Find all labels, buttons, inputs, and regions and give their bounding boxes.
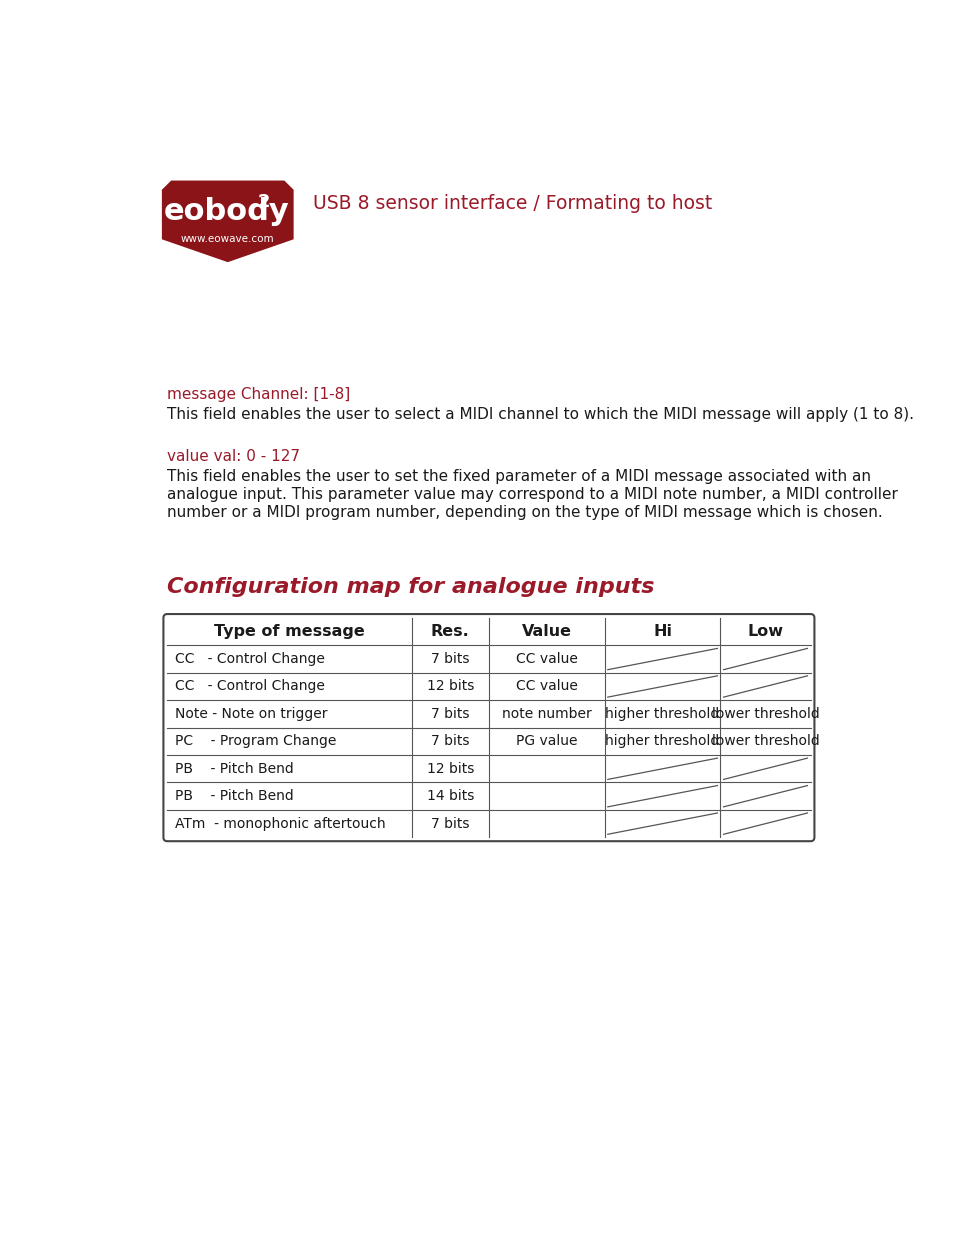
Text: CC   - Control Change: CC - Control Change xyxy=(174,652,325,666)
Text: lower threshold: lower threshold xyxy=(711,706,819,721)
Text: CC value: CC value xyxy=(516,679,578,694)
Text: Value: Value xyxy=(521,624,571,640)
Text: 12 bits: 12 bits xyxy=(426,679,474,694)
FancyBboxPatch shape xyxy=(163,614,814,841)
Text: 14 bits: 14 bits xyxy=(426,789,474,803)
Text: 12 bits: 12 bits xyxy=(426,762,474,776)
Text: 7 bits: 7 bits xyxy=(431,735,469,748)
Text: Hi: Hi xyxy=(653,624,672,640)
Text: lower threshold: lower threshold xyxy=(711,735,819,748)
Text: higher threshold: higher threshold xyxy=(605,706,719,721)
Text: This field enables the user to select a MIDI channel to which the MIDI message w: This field enables the user to select a … xyxy=(167,406,913,422)
Text: Res.: Res. xyxy=(431,624,469,640)
Text: Low: Low xyxy=(747,624,782,640)
Text: message Channel: [1-8]: message Channel: [1-8] xyxy=(167,387,350,401)
Text: higher threshold: higher threshold xyxy=(605,735,719,748)
Text: number or a MIDI program number, depending on the type of MIDI message which is : number or a MIDI program number, dependi… xyxy=(167,505,882,520)
Text: ATm  - monophonic aftertouch: ATm - monophonic aftertouch xyxy=(174,816,385,831)
Text: USB 8 sensor interface / Formating to host: USB 8 sensor interface / Formating to ho… xyxy=(313,194,712,214)
Text: PG value: PG value xyxy=(516,735,577,748)
Text: note number: note number xyxy=(501,706,591,721)
Text: CC value: CC value xyxy=(516,652,578,666)
Text: value val: 0 - 127: value val: 0 - 127 xyxy=(167,450,300,464)
Text: Configuration map for analogue inputs: Configuration map for analogue inputs xyxy=(167,577,654,597)
Text: 7 bits: 7 bits xyxy=(431,816,469,831)
Text: PB    - Pitch Bend: PB - Pitch Bend xyxy=(174,762,294,776)
Text: eobody: eobody xyxy=(163,198,289,226)
Text: PC    - Program Change: PC - Program Change xyxy=(174,735,336,748)
Text: 7 bits: 7 bits xyxy=(431,652,469,666)
Polygon shape xyxy=(162,180,294,262)
Text: PB    - Pitch Bend: PB - Pitch Bend xyxy=(174,789,294,803)
Text: Note - Note on trigger: Note - Note on trigger xyxy=(174,706,327,721)
Text: analogue input. This parameter value may correspond to a MIDI note number, a MID: analogue input. This parameter value may… xyxy=(167,487,897,501)
Text: This field enables the user to set the fixed parameter of a MIDI message associa: This field enables the user to set the f… xyxy=(167,469,870,484)
Text: www.eowave.com: www.eowave.com xyxy=(181,235,274,245)
Text: Type of message: Type of message xyxy=(213,624,364,640)
Text: CC   - Control Change: CC - Control Change xyxy=(174,679,325,694)
Text: 7 bits: 7 bits xyxy=(431,706,469,721)
Text: 2: 2 xyxy=(257,194,270,211)
